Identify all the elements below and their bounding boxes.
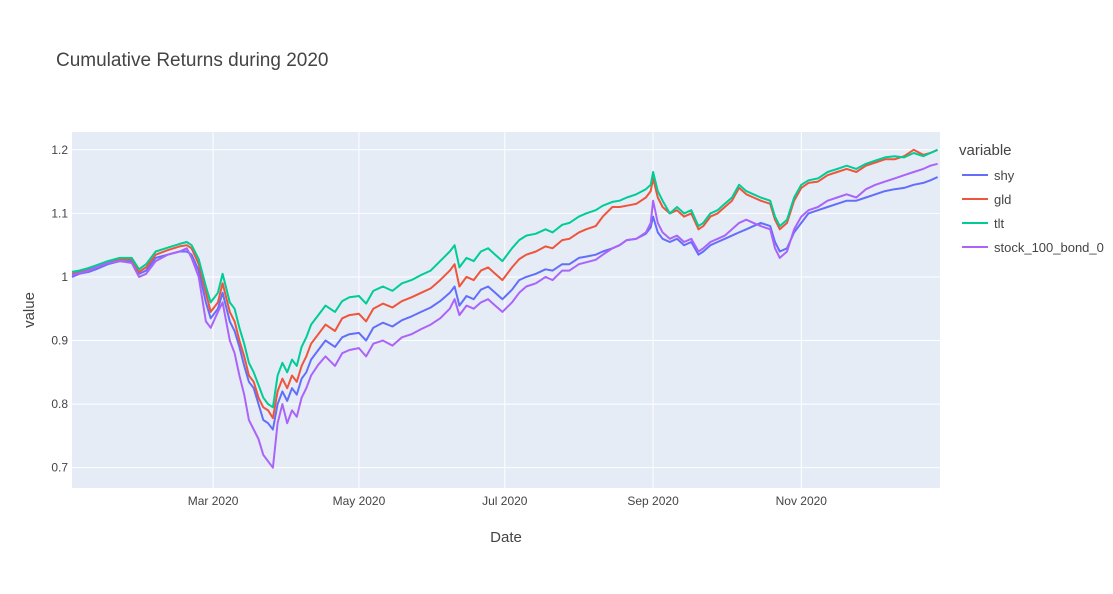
legend-label: stock_100_bond_0 <box>994 240 1104 255</box>
x-axis-title: Date <box>490 529 522 546</box>
series-line-stock-100-bond-0 <box>71 162 938 469</box>
y-tick-label: 1 <box>61 270 68 284</box>
x-tick-label: Jul 2020 <box>482 494 528 508</box>
series-line-tlt <box>71 148 939 409</box>
x-axis-ticks: Mar 2020 May 2020 Jul 2020 Sep 2020 Nov 2020 <box>188 494 828 508</box>
legend-item-shy[interactable]: shy <box>962 168 1015 183</box>
chart-title: Cumulative Returns during 2020 <box>56 50 329 71</box>
plot-area <box>72 132 940 488</box>
legend-label: gld <box>994 192 1011 207</box>
y-tick-label: 1.1 <box>51 206 68 220</box>
y-tick-label: 0.9 <box>51 334 68 348</box>
x-tick-label: Sep 2020 <box>627 494 679 508</box>
y-tick-label: 1.2 <box>51 143 68 157</box>
legend-item-gld[interactable]: gld <box>962 192 1011 207</box>
gridlines <box>72 132 940 488</box>
y-tick-label: 0.7 <box>51 461 68 475</box>
y-tick-label: 0.8 <box>51 397 68 411</box>
x-tick-label: Mar 2020 <box>188 494 239 508</box>
x-tick-label: May 2020 <box>333 494 386 508</box>
y-axis-title: value <box>21 292 38 328</box>
legend-item-tlt[interactable]: tlt <box>962 216 1005 231</box>
series-lines <box>71 148 939 469</box>
x-tick-label: Nov 2020 <box>776 494 828 508</box>
legend-item-stock-100-bond-0[interactable]: stock_100_bond_0 <box>962 240 1104 255</box>
y-axis-ticks: 0.7 0.8 0.9 1 1.1 1.2 <box>51 143 68 475</box>
legend: variable shy gld tlt stock_100_bond_0 <box>959 142 1104 255</box>
legend-label: tlt <box>994 216 1005 231</box>
legend-label: shy <box>994 168 1015 183</box>
legend-title: variable <box>959 142 1012 159</box>
series-line-shy <box>71 176 939 431</box>
